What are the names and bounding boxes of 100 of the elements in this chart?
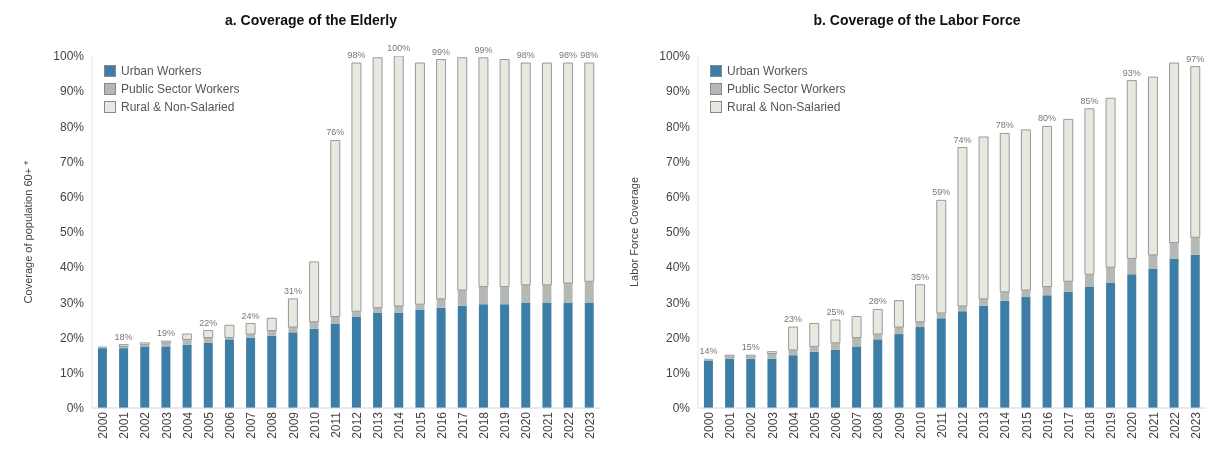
- total-label: 98%: [347, 50, 366, 61]
- x-tick-label: 2017: [1061, 411, 1076, 439]
- x-tick-label: 2004: [786, 411, 801, 439]
- x-tick-label: 2014: [998, 411, 1013, 439]
- total-label: 59%: [932, 187, 951, 198]
- total-label: 19%: [156, 328, 175, 339]
- total-label: 23%: [784, 314, 803, 325]
- x-tick-label: 2005: [807, 411, 822, 439]
- total-label: 74%: [953, 134, 972, 145]
- x-tick-label: 2019: [498, 411, 513, 439]
- x-tick-label: 2018: [1083, 411, 1098, 439]
- total-label: 99%: [432, 46, 451, 57]
- x-tick-label: 2003: [765, 411, 780, 439]
- x-tick-label: 2011: [934, 411, 949, 438]
- total-label: 25%: [826, 307, 845, 317]
- x-tick-label: 2015: [413, 411, 428, 439]
- total-label: 31%: [283, 285, 302, 296]
- total-label: 78%: [995, 120, 1014, 131]
- x-tick-label: 2002: [138, 411, 153, 439]
- total-label: 98%: [580, 50, 599, 61]
- x-tick-label: 2002: [744, 411, 759, 439]
- x-tick-label: 2001: [723, 411, 738, 439]
- x-tick-label: 2023: [582, 411, 597, 439]
- y-tick-label: 70%: [665, 154, 691, 169]
- x-tick-label: 2021: [1146, 411, 1161, 439]
- legend-label: Urban Workers: [121, 63, 202, 80]
- y-tick-label: 0%: [672, 401, 691, 416]
- total-label: 15%: [741, 342, 760, 353]
- x-tick-label: 2001: [117, 411, 132, 439]
- total-label: 85%: [1080, 95, 1099, 106]
- x-tick-label: 2020: [519, 411, 534, 439]
- x-tick-label: 2012: [956, 411, 971, 439]
- x-tick-label: 2013: [371, 411, 386, 439]
- total-label: 22%: [199, 317, 218, 328]
- x-tick-label: 2012: [350, 411, 365, 439]
- y-tick-label: 30%: [59, 295, 85, 310]
- x-tick-label: 2018: [477, 411, 492, 439]
- y-tick-label: 60%: [59, 190, 85, 205]
- x-tick-label: 2017: [455, 411, 470, 439]
- chart-title: b. Coverage of the Labor Force: [812, 11, 1022, 30]
- y-tick-label: 100%: [659, 49, 691, 64]
- x-tick-label: 2023: [1188, 411, 1203, 439]
- y-tick-label: 80%: [59, 119, 85, 134]
- x-tick-label: 2020: [1125, 411, 1140, 439]
- y-tick-label: 30%: [665, 295, 691, 310]
- x-tick-label: 2008: [871, 411, 886, 439]
- x-tick-label: 2003: [159, 411, 174, 439]
- total-label: 18%: [114, 331, 133, 342]
- y-tick-label: 40%: [665, 260, 691, 275]
- y-tick-label: 50%: [665, 225, 691, 240]
- legend-label: Public Sector Workers: [121, 81, 240, 98]
- x-tick-label: 2007: [850, 411, 865, 439]
- x-tick-label: 2000: [702, 411, 717, 439]
- x-tick-label: 2000: [96, 411, 111, 439]
- x-tick-label: 2008: [265, 411, 280, 439]
- x-tick-label: 2010: [913, 411, 928, 439]
- total-label: 99%: [474, 44, 493, 55]
- legend-label: Urban Workers: [727, 63, 808, 80]
- total-label: 24%: [241, 310, 260, 321]
- x-tick-label: 2004: [180, 411, 195, 439]
- total-label: 28%: [868, 296, 887, 307]
- x-tick-label: 2014: [392, 411, 407, 439]
- legend-label: Public Sector Workers: [727, 81, 846, 98]
- y-tick-label: 70%: [59, 154, 85, 169]
- chart-title: a. Coverage of the Elderly: [224, 11, 398, 30]
- x-tick-label: 2022: [561, 411, 576, 439]
- total-label: 98%: [559, 50, 578, 61]
- total-label: 80%: [1038, 113, 1057, 124]
- total-label: 76%: [326, 127, 345, 138]
- total-label: 93%: [1122, 67, 1141, 78]
- x-tick-label: 2011: [328, 411, 343, 438]
- x-tick-label: 2006: [223, 411, 238, 439]
- y-axis-title: Labor Force Coverage: [627, 176, 640, 288]
- x-tick-label: 2006: [829, 411, 844, 439]
- y-tick-label: 10%: [59, 366, 85, 381]
- y-tick-label: 20%: [59, 330, 85, 345]
- x-tick-label: 2022: [1167, 411, 1182, 439]
- x-tick-label: 2009: [892, 411, 907, 439]
- x-tick-label: 2005: [201, 411, 216, 439]
- x-tick-label: 2016: [434, 411, 449, 439]
- total-label: 14%: [699, 345, 718, 356]
- x-tick-label: 2019: [1104, 411, 1119, 439]
- total-label: 100%: [387, 43, 411, 53]
- y-tick-label: 90%: [665, 84, 691, 99]
- y-axis-title: Coverage of population 60+ *: [21, 159, 34, 304]
- total-label: 97%: [1186, 53, 1205, 64]
- y-tick-label: 10%: [665, 366, 691, 381]
- x-tick-label: 2009: [286, 411, 301, 439]
- y-tick-label: 20%: [665, 330, 691, 345]
- x-tick-label: 2015: [1019, 411, 1034, 439]
- y-tick-label: 100%: [53, 49, 85, 64]
- y-tick-label: 90%: [59, 84, 85, 99]
- y-tick-label: 80%: [665, 119, 691, 134]
- legend-label: Rural & Non-Salaried: [727, 99, 841, 116]
- x-tick-label: 2016: [1040, 411, 1055, 439]
- y-tick-label: 60%: [665, 190, 691, 205]
- y-tick-label: 0%: [66, 401, 85, 416]
- total-label: 35%: [911, 271, 930, 282]
- x-tick-label: 2013: [977, 411, 992, 439]
- x-tick-label: 2007: [244, 411, 259, 439]
